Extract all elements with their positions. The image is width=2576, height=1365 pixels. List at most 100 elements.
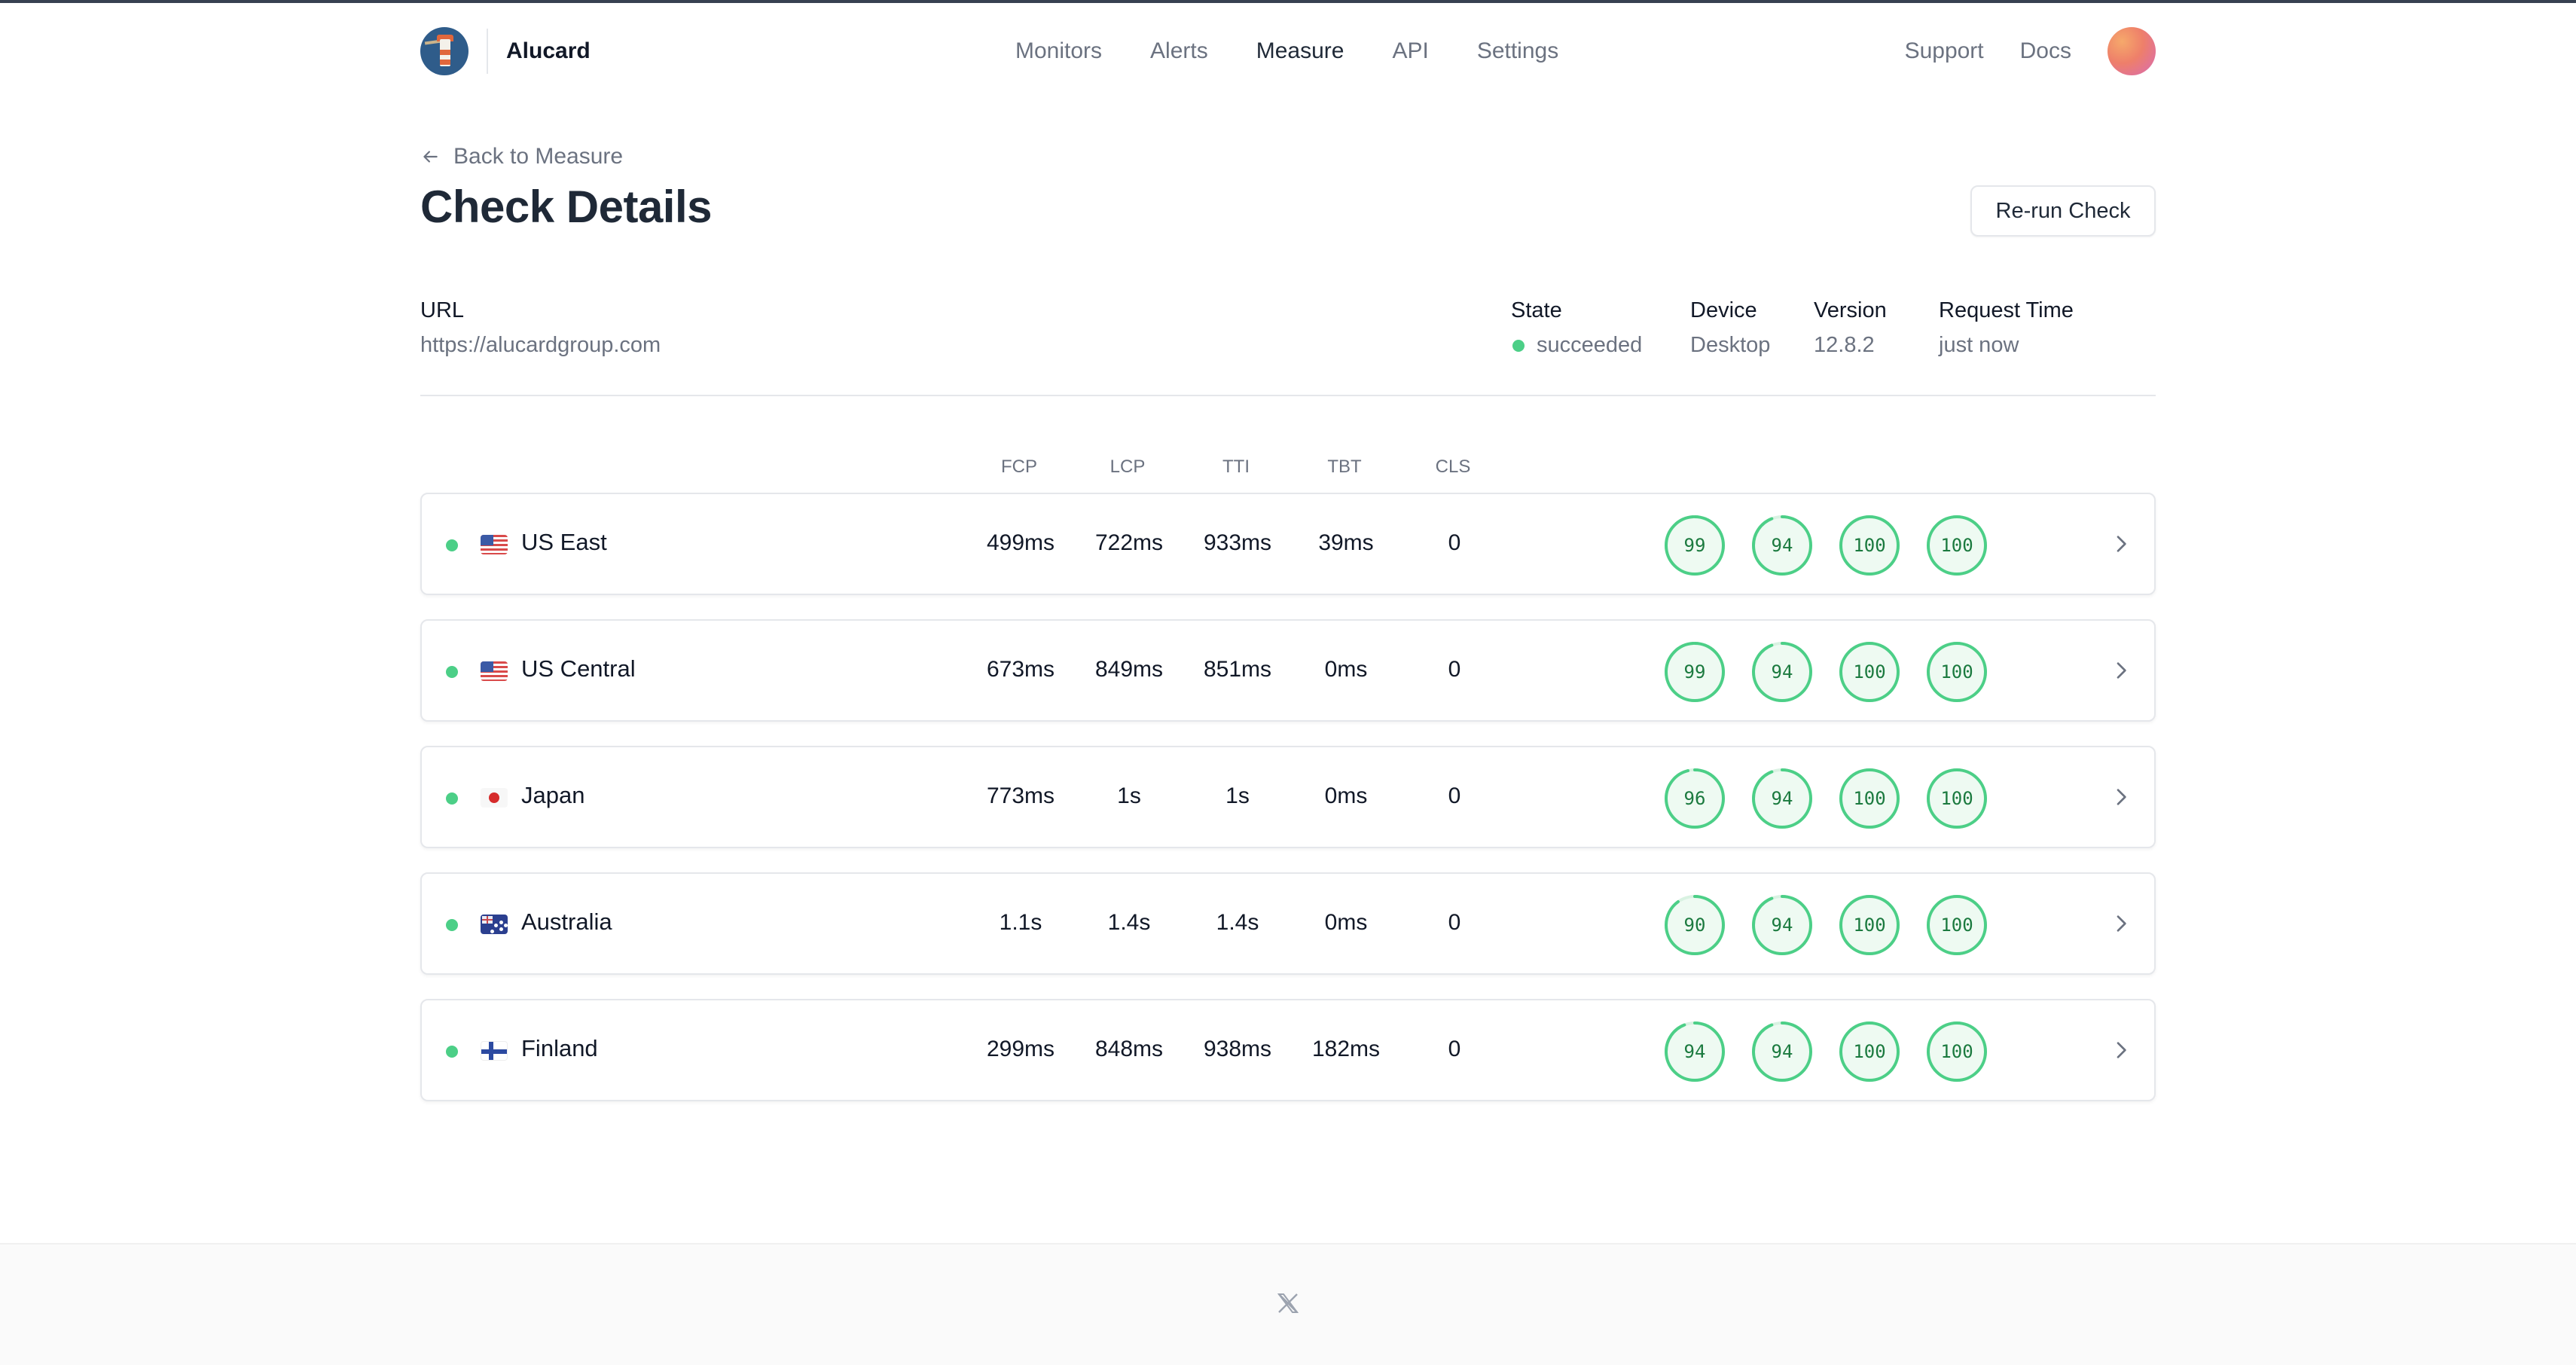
status-dot bbox=[446, 919, 458, 931]
nav-settings[interactable]: Settings bbox=[1476, 38, 1559, 63]
metric-tti: 938ms bbox=[1203, 1037, 1272, 1061]
score-gauge-performance: 96 bbox=[1663, 767, 1726, 830]
url-meta: URL https://alucardgroup.com bbox=[420, 298, 661, 358]
metric-lcp: 848ms bbox=[1094, 1037, 1164, 1061]
chevron-right-icon[interactable] bbox=[2109, 532, 2133, 556]
score-value: 99 bbox=[1683, 535, 1706, 556]
docs-link[interactable]: Docs bbox=[2019, 38, 2071, 63]
metric-fcp: 299ms bbox=[986, 1037, 1055, 1061]
flag-fi-icon bbox=[481, 1041, 508, 1061]
rerun-check-button[interactable]: Re-run Check bbox=[1970, 185, 2156, 237]
region-row[interactable]: US East 499ms 722ms 933ms 39ms 0 99 94 100 100 bbox=[420, 493, 2156, 595]
brand-divider bbox=[487, 29, 488, 74]
chevron-right-icon[interactable] bbox=[2109, 912, 2133, 936]
version-meta: Version 12.8.2 bbox=[1814, 298, 1887, 358]
version-value: 12.8.2 bbox=[1814, 333, 1875, 357]
score-gauge-best-practices: 100 bbox=[1838, 767, 1901, 830]
column-header-cls: CLS bbox=[1435, 457, 1471, 477]
score-value: 100 bbox=[1853, 1041, 1886, 1062]
request-time-value: just now bbox=[1939, 333, 2019, 357]
status-dot bbox=[446, 666, 458, 678]
score-gauge-accessibility: 94 bbox=[1750, 767, 1814, 830]
arrow-left-icon bbox=[423, 151, 438, 163]
back-link[interactable]: Back to Measure bbox=[420, 142, 623, 172]
chevron-right-icon[interactable] bbox=[2109, 1038, 2133, 1062]
device-label: Device bbox=[1690, 298, 1757, 322]
score-value: 100 bbox=[1940, 535, 1973, 556]
score-value: 94 bbox=[1683, 1041, 1706, 1062]
score-value: 100 bbox=[1853, 788, 1886, 809]
score-value: 100 bbox=[1853, 915, 1886, 936]
request-time-meta: Request Time just now bbox=[1939, 298, 2074, 358]
score-gauge-best-practices: 100 bbox=[1838, 893, 1901, 957]
score-gauge-seo: 100 bbox=[1925, 893, 1988, 957]
flag-jp-icon bbox=[481, 788, 508, 808]
region-row[interactable]: US Central 673ms 849ms 851ms 0ms 0 99 94 100 100 bbox=[420, 619, 2156, 722]
nav-api[interactable]: API bbox=[1392, 38, 1429, 63]
region-name: Australia bbox=[521, 908, 612, 935]
score-value: 90 bbox=[1683, 915, 1706, 936]
score-gauge-seo: 100 bbox=[1925, 640, 1988, 704]
metric-tti: 933ms bbox=[1203, 530, 1272, 555]
metric-tti: 1s bbox=[1225, 783, 1250, 808]
score-gauge-performance: 94 bbox=[1663, 1020, 1726, 1083]
metric-lcp: 1s bbox=[1117, 783, 1141, 808]
metric-lcp: 849ms bbox=[1094, 657, 1164, 682]
metric-cls: 0 bbox=[1448, 783, 1461, 808]
lighthouse-logo-icon bbox=[420, 27, 469, 75]
score-value: 100 bbox=[1853, 535, 1886, 556]
url-label: URL bbox=[420, 298, 465, 322]
chevron-right-icon[interactable] bbox=[2109, 785, 2133, 809]
avatar[interactable] bbox=[2107, 27, 2156, 75]
top-header: Alucard Monitors Alerts Measure API Sett… bbox=[420, 24, 2156, 78]
brand[interactable]: Alucard bbox=[420, 24, 591, 78]
score-gauge-best-practices: 100 bbox=[1838, 640, 1901, 704]
metric-cls: 0 bbox=[1448, 657, 1461, 682]
score-gauge-seo: 100 bbox=[1925, 514, 1988, 577]
score-gauge-performance: 90 bbox=[1663, 893, 1726, 957]
url-value: https://alucardgroup.com bbox=[420, 333, 661, 357]
state-status-dot bbox=[1512, 339, 1525, 352]
score-value: 100 bbox=[1853, 661, 1886, 682]
metric-cls: 0 bbox=[1448, 530, 1461, 555]
score-gauge-seo: 100 bbox=[1925, 1020, 1988, 1083]
metric-tbt: 0ms bbox=[1324, 910, 1368, 935]
score-value: 100 bbox=[1940, 788, 1973, 809]
nav-measure[interactable]: Measure bbox=[1256, 38, 1344, 63]
score-gauge-performance: 99 bbox=[1663, 514, 1726, 577]
request-time-label: Request Time bbox=[1939, 298, 2074, 322]
metric-lcp: 722ms bbox=[1094, 530, 1164, 555]
region-row[interactable]: Finland 299ms 848ms 938ms 182ms 0 94 94 100 100 bbox=[420, 999, 2156, 1101]
region-row[interactable]: Australia 1.1s 1.4s 1.4s 0ms 0 90 94 100 100 bbox=[420, 872, 2156, 975]
brand-name: Alucard bbox=[506, 38, 591, 63]
score-gauge-performance: 99 bbox=[1663, 640, 1726, 704]
device-value: Desktop bbox=[1690, 333, 1771, 357]
metric-tbt: 0ms bbox=[1324, 783, 1368, 808]
x-logo-icon[interactable] bbox=[1274, 1290, 1302, 1317]
metric-fcp: 673ms bbox=[986, 657, 1055, 682]
metric-lcp: 1.4s bbox=[1107, 910, 1151, 935]
score-gauge-accessibility: 94 bbox=[1750, 893, 1814, 957]
flag-us-icon bbox=[481, 661, 508, 681]
section-divider bbox=[420, 395, 2156, 396]
state-label: State bbox=[1511, 298, 1562, 322]
nav-monitors[interactable]: Monitors bbox=[1015, 38, 1103, 63]
score-value: 100 bbox=[1940, 1041, 1973, 1062]
metric-tti: 851ms bbox=[1203, 657, 1272, 682]
column-header-tti: TTI bbox=[1222, 457, 1250, 477]
score-gauge-accessibility: 94 bbox=[1750, 640, 1814, 704]
score-value: 94 bbox=[1771, 1041, 1793, 1062]
metric-tti: 1.4s bbox=[1216, 910, 1259, 935]
back-link-label: Back to Measure bbox=[453, 144, 624, 169]
score-value: 94 bbox=[1771, 915, 1793, 936]
region-row[interactable]: Japan 773ms 1s 1s 0ms 0 96 94 100 100 bbox=[420, 746, 2156, 848]
support-link[interactable]: Support bbox=[1904, 38, 1984, 63]
metric-fcp: 499ms bbox=[986, 530, 1055, 555]
metric-cls: 0 bbox=[1448, 910, 1461, 935]
status-dot bbox=[446, 1046, 458, 1058]
score-value: 94 bbox=[1771, 535, 1793, 556]
chevron-right-icon[interactable] bbox=[2109, 658, 2133, 682]
region-name: Finland bbox=[521, 1035, 598, 1061]
nav-alerts[interactable]: Alerts bbox=[1150, 38, 1208, 63]
status-dot bbox=[446, 539, 458, 551]
